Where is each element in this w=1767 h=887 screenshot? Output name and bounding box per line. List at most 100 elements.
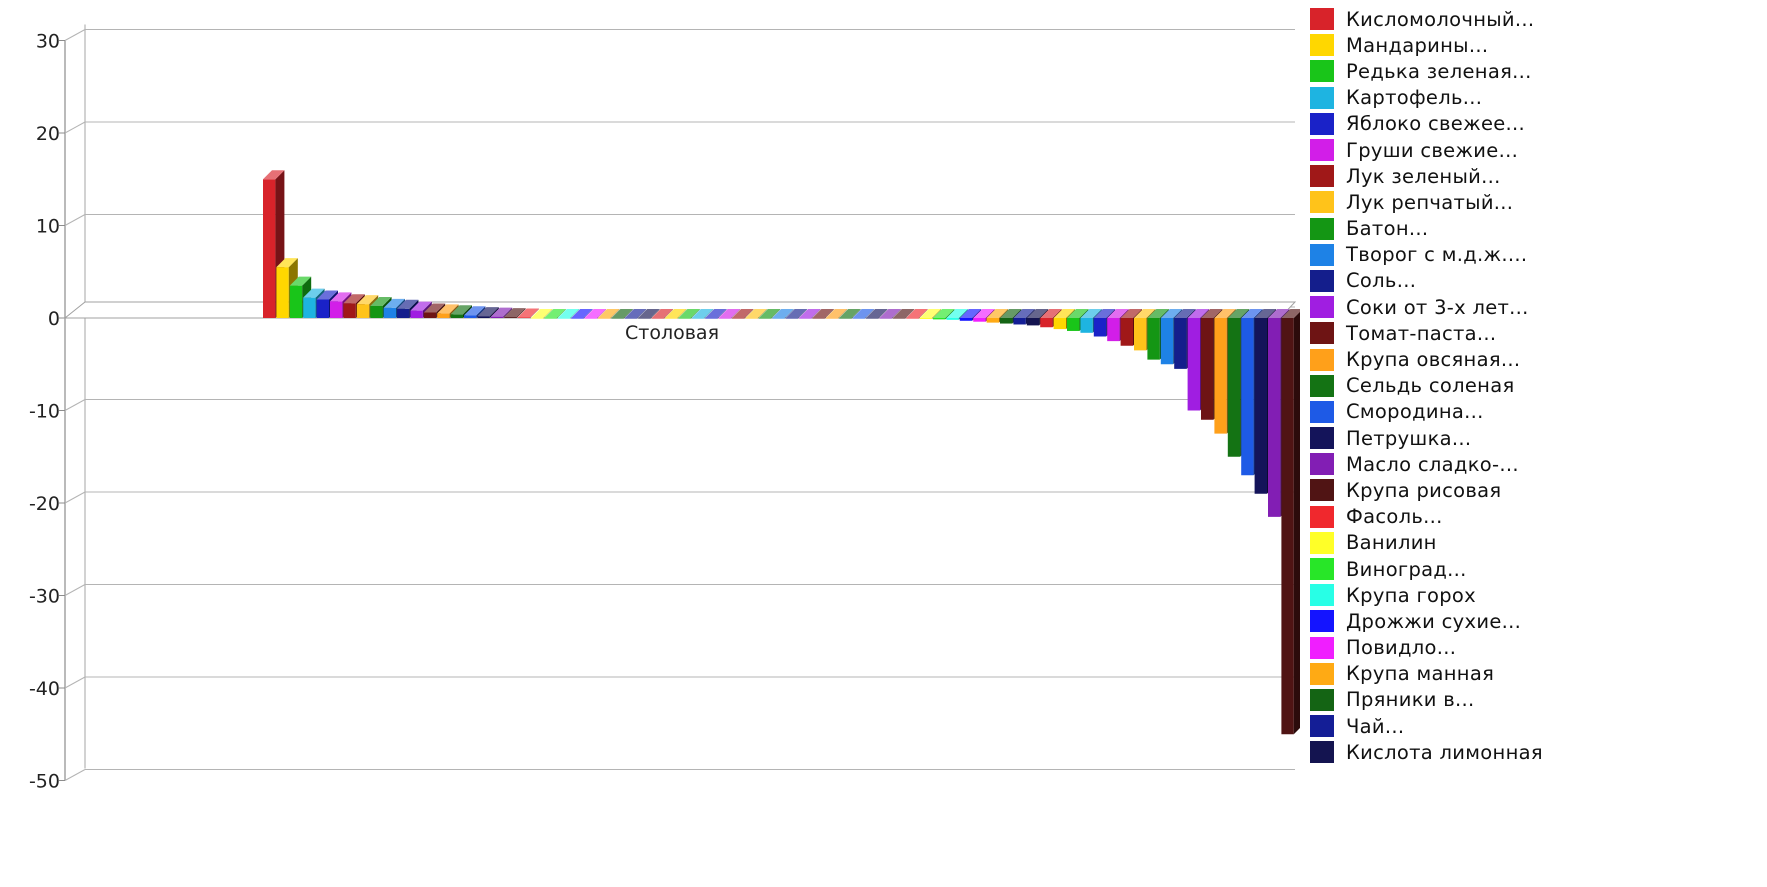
bar [423, 312, 437, 318]
legend-swatch [1310, 243, 1334, 266]
bar [624, 318, 638, 319]
bar [799, 318, 812, 319]
y-tick-label: 20 [36, 123, 60, 145]
legend-label: Виноград... [1346, 557, 1467, 581]
bar-top [263, 170, 285, 180]
legend-item: Груши свежие... [1310, 137, 1765, 163]
bar-top [986, 309, 1008, 318]
bar-top [316, 290, 338, 300]
legend-swatch [1310, 374, 1334, 397]
legend-item: Дрожжи сухие... [1310, 608, 1765, 634]
bar [383, 307, 396, 318]
bar [919, 318, 932, 319]
gridline-side [64, 399, 86, 411]
bar [263, 179, 276, 318]
bar [1187, 318, 1200, 411]
bar [544, 318, 557, 319]
bar [852, 318, 865, 319]
legend-label: Смородина... [1346, 400, 1484, 424]
legend-item: Лук зеленый... [1310, 163, 1765, 189]
bar [1053, 318, 1066, 330]
bar-top [356, 295, 379, 305]
legend-swatch [1310, 8, 1334, 31]
legend-label: Чай... [1346, 714, 1405, 738]
gridline-side [64, 491, 86, 504]
bar-top [1187, 309, 1209, 318]
bar [906, 318, 919, 319]
bar [1201, 318, 1214, 420]
legend-label: Масло сладко-... [1346, 452, 1519, 476]
legend-item: Смородина... [1310, 399, 1765, 425]
bar [973, 318, 986, 322]
bar-top [678, 309, 700, 318]
bar [517, 317, 530, 319]
bar-side [543, 309, 553, 319]
bar-top [919, 309, 941, 318]
bar-top [745, 309, 767, 318]
legend-label: Кислота лимонная [1346, 740, 1543, 764]
legend-swatch [1310, 86, 1334, 109]
y-tick-label: 10 [36, 216, 60, 238]
legend-swatch [1310, 453, 1334, 476]
legend-label: Крупа рисовая [1346, 478, 1502, 502]
bar [1134, 318, 1147, 351]
bar [303, 297, 316, 318]
bar [397, 308, 410, 318]
bar-top [584, 309, 606, 318]
gridline-side [64, 676, 86, 689]
y-tick-label: -30 [29, 586, 60, 608]
bar [785, 318, 798, 319]
legend-item: Соль... [1310, 268, 1765, 294]
bar-chart: 30 20 10 0 -10 -20 -30 -40 -50 Столовая [29, 24, 1300, 793]
bar-side [516, 308, 526, 318]
legend-item: Крупа горох [1310, 582, 1765, 608]
legend-item: Крупа манная [1310, 661, 1765, 687]
legend-item: Фасоль... [1310, 504, 1765, 530]
bar-top [1241, 309, 1263, 318]
gridline-side [64, 584, 86, 596]
bar-top [397, 299, 419, 309]
bar [584, 318, 597, 319]
bar-top [330, 292, 352, 302]
legend-label: Крупа горох [1346, 583, 1476, 607]
legend-label: Ванилин [1346, 531, 1437, 555]
bar-side [824, 309, 834, 319]
bar-side [597, 309, 606, 319]
legend-label: Творог с м.д.ж.... [1346, 243, 1528, 267]
gridline-side [64, 214, 86, 226]
bar [959, 318, 973, 321]
y-tick-label: 30 [36, 31, 60, 53]
bar [464, 315, 477, 318]
bar-top [732, 309, 754, 318]
bar-side [570, 309, 580, 319]
bar [1147, 318, 1160, 360]
chart-area: 30 20 10 0 -10 -20 -30 -40 -50 Столовая [29, 24, 1300, 793]
bar [1067, 318, 1080, 331]
legend-swatch [1310, 34, 1334, 57]
gridline-side [64, 29, 86, 41]
bar-top [598, 309, 620, 318]
bar [1241, 318, 1254, 476]
bar-top [437, 304, 459, 314]
bar [1040, 318, 1053, 328]
bar-top [410, 301, 432, 311]
y-tick-label: -10 [29, 401, 60, 423]
legend-label: Лук репчатый... [1346, 190, 1514, 214]
legend-swatch [1310, 558, 1334, 581]
bar-side [744, 309, 754, 319]
bar-side [530, 308, 539, 319]
bar-top [490, 307, 513, 317]
y-tick-label: 0 [48, 308, 60, 330]
bar-top [866, 309, 888, 318]
legend-item: Сельдь соленая [1310, 373, 1765, 399]
bar-side [757, 309, 767, 319]
bar-side [489, 307, 499, 318]
legend-item: Крупа овсяная... [1310, 346, 1765, 372]
bar [343, 303, 356, 318]
bar-top [812, 309, 834, 318]
bar [879, 318, 892, 319]
bar-side [610, 309, 620, 319]
legend-swatch [1310, 427, 1334, 450]
legend-label: Батон... [1346, 217, 1429, 241]
legend-swatch [1310, 479, 1334, 502]
